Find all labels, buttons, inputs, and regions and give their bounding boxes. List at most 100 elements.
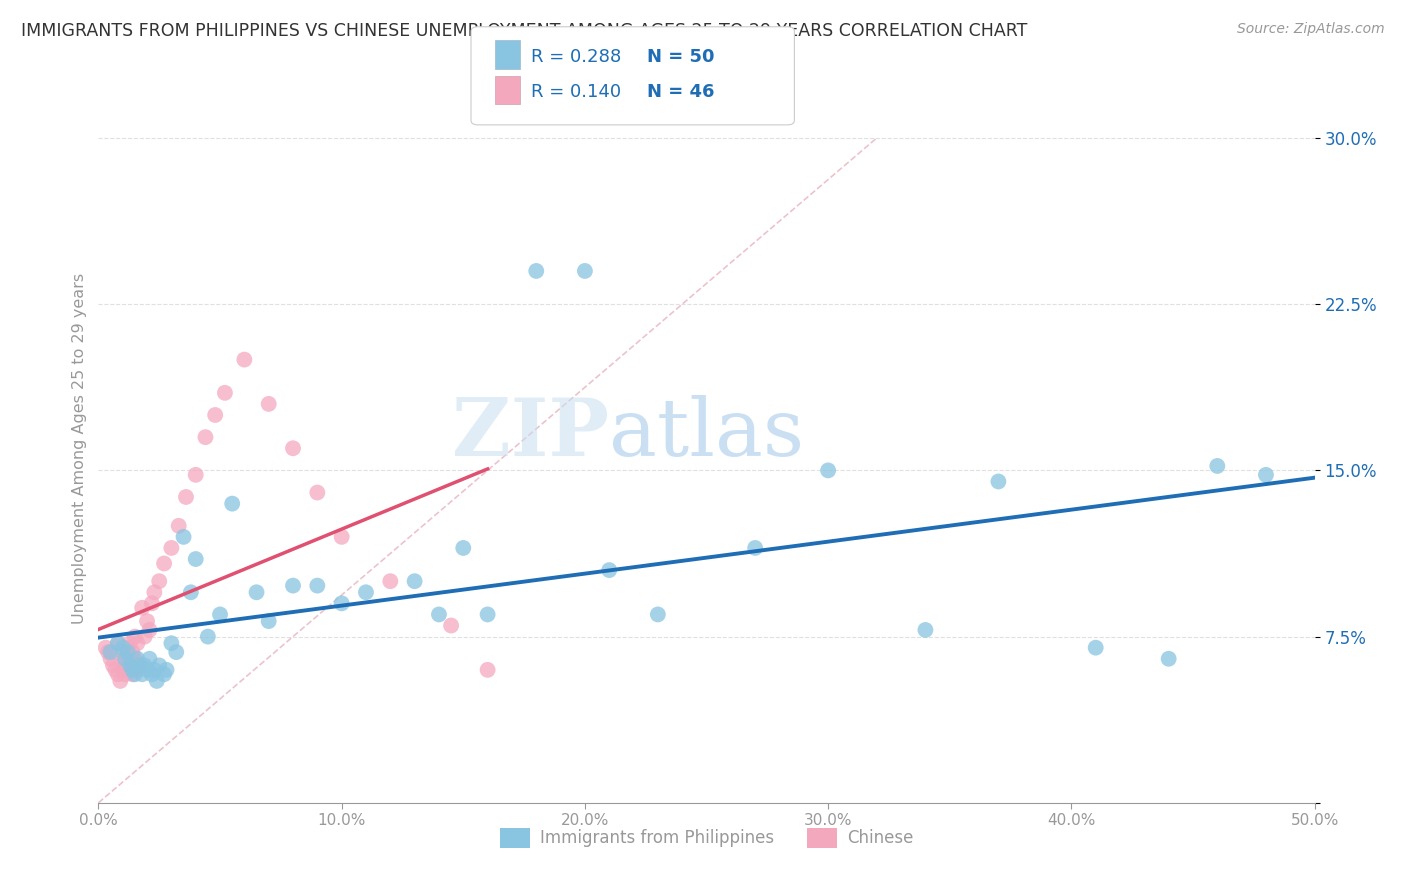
Point — [914, 623, 936, 637]
Point — [143, 663, 166, 677]
Point — [197, 630, 219, 644]
Text: R = 0.288: R = 0.288 — [531, 47, 621, 65]
Point — [155, 663, 177, 677]
Text: IMMIGRANTS FROM PHILIPPINES VS CHINESE UNEMPLOYMENT AMONG AGES 25 TO 29 YEARS CO: IMMIGRANTS FROM PHILIPPINES VS CHINESE U… — [21, 22, 1028, 40]
Point — [330, 596, 353, 610]
Point — [574, 264, 596, 278]
Point — [160, 636, 183, 650]
Point — [209, 607, 232, 622]
Point — [307, 579, 329, 593]
Point — [107, 667, 129, 681]
Point — [118, 658, 141, 673]
Point — [141, 596, 163, 610]
Point — [598, 563, 620, 577]
Point — [153, 667, 176, 681]
Point — [180, 585, 202, 599]
Point — [117, 645, 139, 659]
Point — [987, 475, 1010, 489]
Point — [221, 497, 243, 511]
Point — [134, 630, 156, 644]
Point — [1254, 467, 1277, 482]
Point — [114, 667, 136, 681]
Point — [110, 673, 132, 688]
Point — [1206, 458, 1229, 473]
Point — [100, 645, 122, 659]
Point — [128, 658, 150, 673]
Point — [214, 385, 236, 400]
Point — [184, 467, 207, 482]
Point — [744, 541, 766, 555]
Point — [245, 585, 267, 599]
Point — [114, 652, 136, 666]
Point — [354, 585, 377, 599]
Point — [160, 541, 183, 555]
Point — [107, 636, 129, 650]
Point — [281, 441, 304, 455]
Point — [128, 658, 150, 673]
Point — [121, 645, 143, 659]
Point — [165, 645, 187, 659]
Point — [281, 579, 304, 593]
Point — [146, 673, 169, 688]
Point — [194, 430, 217, 444]
Point — [117, 640, 139, 655]
Point — [477, 607, 499, 622]
Point — [118, 636, 141, 650]
Point — [134, 658, 156, 673]
Point — [127, 663, 149, 677]
Point — [143, 585, 166, 599]
Point — [453, 541, 475, 555]
Point — [184, 552, 207, 566]
Point — [173, 530, 195, 544]
Point — [427, 607, 450, 622]
Point — [124, 630, 146, 644]
Point — [174, 490, 197, 504]
Point — [111, 640, 134, 655]
Point — [138, 652, 160, 666]
Point — [100, 652, 122, 666]
Point — [136, 663, 159, 677]
Point — [204, 408, 226, 422]
Point — [107, 636, 129, 650]
Point — [404, 574, 426, 589]
Point — [148, 658, 170, 673]
Point — [167, 518, 190, 533]
Point — [131, 667, 153, 681]
Text: Source: ZipAtlas.com: Source: ZipAtlas.com — [1237, 22, 1385, 37]
Point — [307, 485, 329, 500]
Y-axis label: Unemployment Among Ages 25 to 29 years: Unemployment Among Ages 25 to 29 years — [72, 273, 87, 624]
Point — [124, 667, 146, 681]
Point — [1084, 640, 1107, 655]
Point — [330, 530, 353, 544]
Text: atlas: atlas — [609, 395, 804, 473]
Point — [97, 645, 120, 659]
Point — [114, 652, 136, 666]
Point — [440, 618, 463, 632]
Point — [1157, 652, 1180, 666]
Text: N = 50: N = 50 — [647, 47, 714, 65]
Point — [121, 667, 143, 681]
Point — [257, 397, 280, 411]
Point — [647, 607, 669, 622]
Point — [124, 652, 146, 666]
Point — [233, 352, 256, 367]
Text: ZIP: ZIP — [453, 395, 609, 473]
Point — [141, 667, 163, 681]
Point — [257, 614, 280, 628]
Point — [477, 663, 499, 677]
Point — [117, 658, 139, 673]
Point — [94, 640, 117, 655]
Legend: Immigrants from Philippines, Chinese: Immigrants from Philippines, Chinese — [494, 821, 920, 855]
Point — [111, 663, 134, 677]
Text: R = 0.140: R = 0.140 — [531, 83, 621, 101]
Point — [380, 574, 402, 589]
Point — [121, 663, 143, 677]
Point — [118, 663, 141, 677]
Point — [101, 658, 124, 673]
Point — [817, 463, 839, 477]
Point — [524, 264, 547, 278]
Point — [148, 574, 170, 589]
Point — [136, 614, 159, 628]
Point — [111, 645, 134, 659]
Point — [127, 636, 149, 650]
